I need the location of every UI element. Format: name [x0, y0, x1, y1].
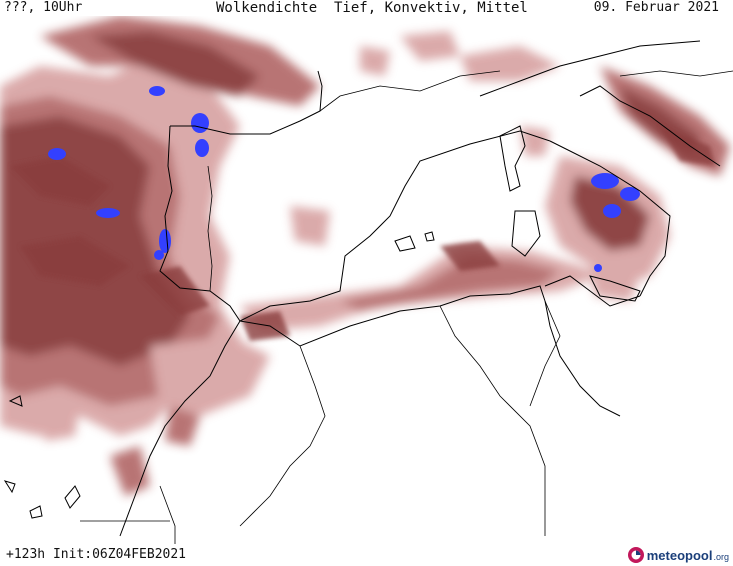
meteopool-logo-text: meteopool: [646, 547, 713, 563]
footer-bar: +123h Init:06Z04FEB2021 meteopool .org: [0, 544, 733, 566]
meteopool-logo-icon: [627, 547, 644, 563]
borders: [80, 70, 733, 544]
meteopool-logo[interactable]: meteopool .org: [627, 545, 729, 565]
coastlines: [119, 40, 721, 537]
convective-cells: [48, 86, 640, 272]
model-run-info: +123h Init:06Z04FEB2021: [6, 547, 187, 562]
map-title: Wolkendichte Tief, Konvektiv, Mittel: [216, 0, 528, 16]
cloud-density-map: [0, 16, 733, 544]
canary-islands: [3, 395, 81, 519]
run-weekday-hour: ???, 10Uhr: [4, 0, 83, 15]
forecast-date: 09. Februar 2021: [593, 0, 719, 15]
cloud-field-mediterranean: [240, 31, 730, 331]
cloud-field-texture: [10, 126, 715, 341]
meteopool-logo-tld: .org: [713, 551, 729, 562]
